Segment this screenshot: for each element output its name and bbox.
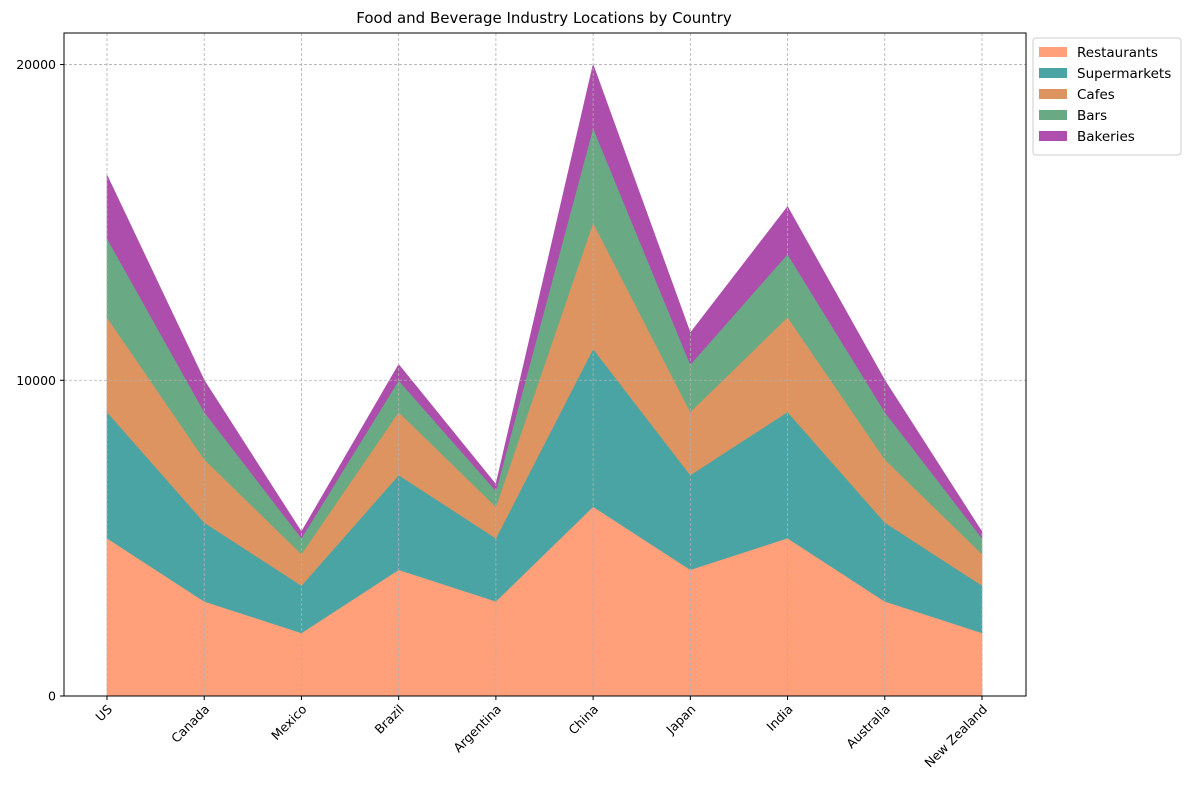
chart-title: Food and Beverage Industry Locations by … (356, 9, 732, 27)
legend-box (1032, 37, 1182, 156)
plot-frame (63, 32, 1027, 697)
y-tick-label: 10000 (16, 373, 56, 388)
x-tick-label: China (565, 702, 601, 738)
areas-layer (106, 63, 983, 697)
legend: Restaurants Supermarkets Cafes Bars Bakeries (1032, 37, 1182, 156)
legend-swatch (1039, 47, 1067, 57)
y-tick-label: 0 (48, 689, 56, 704)
legend-label: Restaurants (1077, 45, 1158, 61)
x-tick-label: Canada (168, 702, 212, 746)
legend-label: Supermarkets (1077, 66, 1171, 82)
legend-label: Bars (1077, 108, 1107, 124)
legend-swatch (1039, 110, 1067, 120)
legend-swatch (1039, 89, 1067, 99)
legend-swatch (1039, 131, 1067, 141)
x-tick-label: Argentina (450, 702, 504, 756)
x-tick-label: Brazil (372, 702, 407, 737)
x-tick-label: Japan (662, 702, 698, 738)
y-axis: 0 10000 20000 (16, 57, 64, 704)
legend-label: Cafes (1077, 87, 1115, 103)
x-tick-label: Australia (843, 702, 893, 752)
x-tick-label: India (763, 702, 795, 734)
x-tick-label: New Zealand (921, 702, 990, 771)
x-tick-label: Mexico (268, 702, 309, 743)
legend-label: Bakeries (1077, 129, 1135, 145)
x-axis: US Canada Mexico Brazil Argentina China Japan I… (92, 696, 990, 770)
y-tick-label: 20000 (16, 57, 56, 72)
legend-swatch (1039, 68, 1067, 78)
x-tick-label: US (92, 701, 115, 724)
